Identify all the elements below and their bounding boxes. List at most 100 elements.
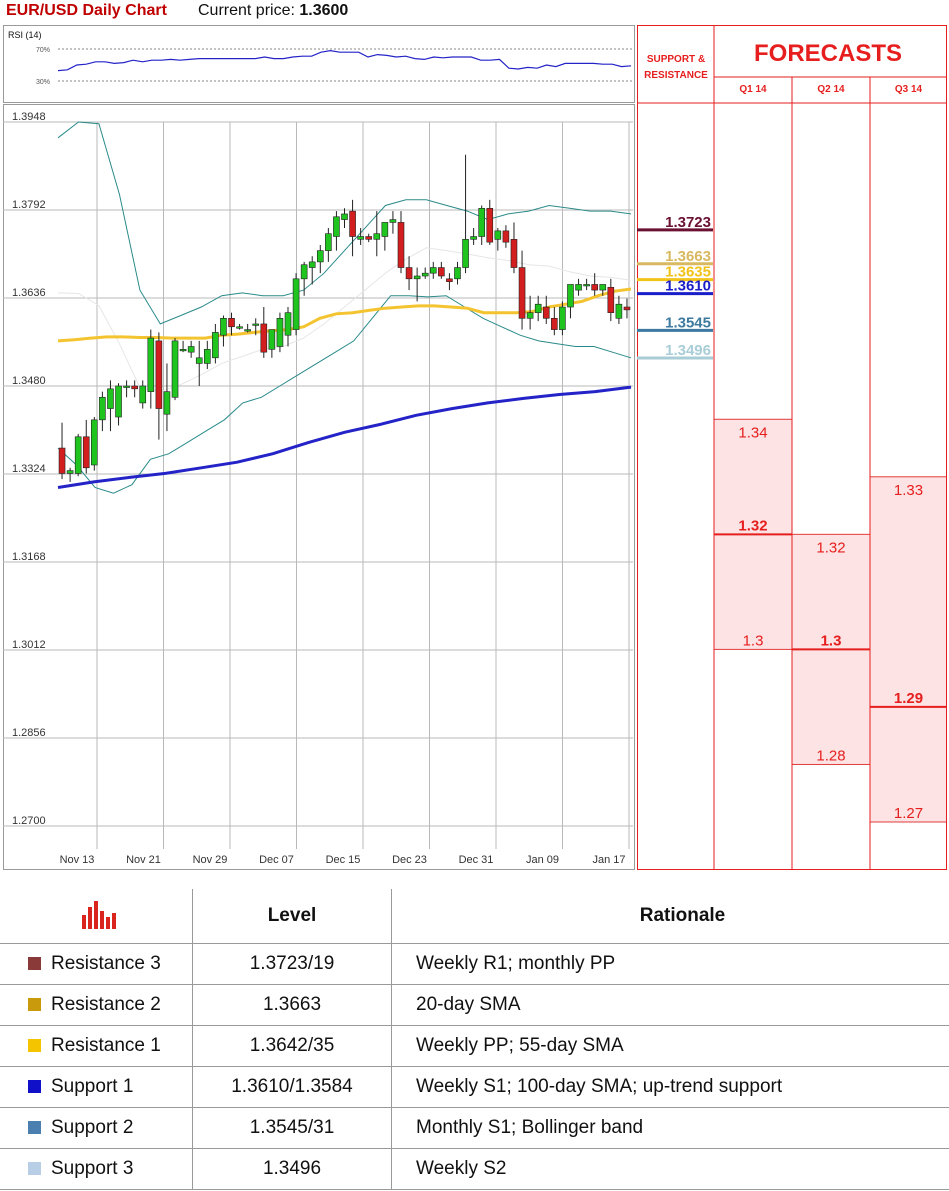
y-tick-label: 1.3636	[12, 287, 46, 299]
level-color-swatch	[28, 957, 41, 970]
bullish-candle	[187, 346, 195, 353]
bullish-candle	[195, 357, 203, 364]
bullish-candle	[381, 222, 389, 237]
bearish-candle	[365, 236, 373, 240]
bearish-candle	[405, 267, 413, 280]
forecast-mid-label: 1.32	[738, 517, 767, 534]
current-price: Current price: 1.3600	[198, 2, 348, 20]
level-name-cell: Resistance 3	[0, 943, 193, 985]
level-color-swatch	[28, 998, 41, 1011]
y-tick-label: 1.2700	[12, 815, 46, 827]
level-name-cell: Resistance 2	[0, 984, 193, 1026]
bollinger-upper-band	[57, 121, 632, 325]
bullish-candle	[341, 213, 348, 220]
bar-chart-icon	[82, 901, 116, 929]
rsi-30-label: 30%	[36, 79, 50, 86]
bullish-candle	[220, 318, 227, 336]
bullish-candle	[357, 236, 364, 240]
level-rationale: Weekly R1; monthly PP	[391, 943, 949, 985]
forecast-low-label: 1.27	[894, 805, 923, 822]
bearish-candle	[551, 318, 558, 330]
bullish-candle	[212, 332, 219, 359]
bullish-candle	[276, 318, 284, 347]
levels-table-row: Resistance 2 1.3663 20-day SMA	[0, 984, 949, 1026]
levels-table-row: Support 1 1.3610/1.3584 Weekly S1; 100-day…	[0, 1066, 949, 1108]
x-tick-label: Dec 07	[259, 854, 294, 866]
bearish-candle	[446, 278, 453, 282]
bearish-candle	[131, 385, 138, 390]
bullish-candle	[599, 284, 607, 291]
y-tick-label: 1.3948	[12, 111, 46, 123]
horizontal-gridlines	[3, 121, 633, 827]
support-resistance-header-line2: RESISTANCE	[644, 70, 708, 81]
sr-level-label: 1.3496	[665, 342, 711, 359]
level-value: 1.3642/35	[192, 1025, 392, 1067]
rsi-line	[57, 49, 632, 72]
y-tick-label: 1.3480	[12, 375, 46, 387]
forecast-panel: 1.34 1.32 1.3 1.32 1.3 1.28 1.33 1.29 1.27 FOREC…	[637, 25, 947, 870]
level-value: 1.3545/31	[192, 1107, 392, 1149]
bearish-candle	[510, 239, 518, 268]
bullish-candle	[429, 267, 437, 274]
bullish-candle	[123, 385, 130, 388]
bullish-candle	[462, 239, 469, 268]
sr-level-label: 1.3610	[665, 278, 711, 295]
x-tick-label: Jan 17	[592, 854, 625, 866]
levels-table: Level Rationale Resistance 3 1.3723/19 Wee…	[0, 889, 949, 1190]
forecast-grid	[637, 25, 947, 870]
bearish-candle	[486, 208, 494, 243]
x-tick-label: Dec 15	[326, 854, 361, 866]
level-value: 1.3723/19	[192, 943, 392, 985]
forecast-high-label: 1.33	[894, 482, 923, 499]
bearish-candle	[623, 306, 631, 311]
level-name: Resistance 3	[51, 953, 161, 974]
x-axis-ticks: Nov 13 Nov 21 Nov 29 Dec 07 Dec 15 Dec 23 Dec …	[60, 854, 626, 866]
bullish-candle	[204, 349, 211, 364]
bullish-candle	[74, 436, 82, 474]
bullish-candle	[575, 284, 582, 291]
bullish-candle	[268, 329, 276, 350]
level-rationale: Weekly S1; 100-day SMA; up-trend support	[391, 1066, 949, 1108]
bearish-candle	[58, 447, 66, 474]
level-name: Resistance 1	[51, 1035, 161, 1056]
bullish-candle	[236, 326, 243, 329]
rsi-panel: RSI (14) 70% 30%	[3, 25, 635, 103]
bearish-candle	[155, 340, 163, 409]
level-color-swatch	[28, 1121, 41, 1134]
forecast-quarter-headers: Q1 14 Q2 14 Q3 14	[739, 84, 922, 95]
bearish-candle	[260, 323, 268, 353]
level-name: Support 1	[51, 1076, 134, 1097]
bullish-candle	[413, 275, 421, 280]
y-tick-label: 1.3792	[12, 199, 46, 211]
levels-table-header: Level Rationale	[0, 889, 949, 944]
forecast-low-label: 1.28	[816, 747, 845, 764]
level-color-swatch	[28, 1162, 41, 1175]
bullish-candle	[284, 312, 292, 336]
sma-100-line	[57, 385, 632, 489]
bearish-candle	[82, 436, 90, 469]
y-tick-label: 1.2856	[12, 727, 46, 739]
bullish-candle	[139, 385, 147, 404]
quarter-header: Q3 14	[895, 84, 923, 95]
bullish-candle	[470, 236, 477, 240]
bullish-candle	[163, 391, 171, 415]
bullish-candle	[478, 208, 485, 237]
level-rationale: Monthly S1; Bollinger band	[391, 1107, 949, 1149]
forecast-high-label: 1.32	[816, 539, 845, 556]
x-tick-label: Dec 31	[459, 854, 494, 866]
bearish-candle	[349, 210, 356, 237]
bullish-candle	[171, 340, 179, 398]
bullish-candle	[454, 267, 461, 280]
bullish-candle	[333, 216, 340, 237]
bullish-candle	[292, 278, 300, 330]
levels-table-row: Support 3 1.3496 Weekly S2	[0, 1148, 949, 1190]
bullish-candle	[526, 312, 534, 319]
bullish-candle	[179, 349, 187, 352]
forecast-mid-label: 1.29	[894, 690, 923, 707]
level-rationale: Weekly S2	[391, 1148, 949, 1190]
bullish-candle	[373, 233, 381, 240]
forecast-high-label: 1.34	[738, 424, 767, 441]
sr-level-label: 1.3663	[665, 248, 711, 265]
level-name: Resistance 2	[51, 994, 161, 1015]
